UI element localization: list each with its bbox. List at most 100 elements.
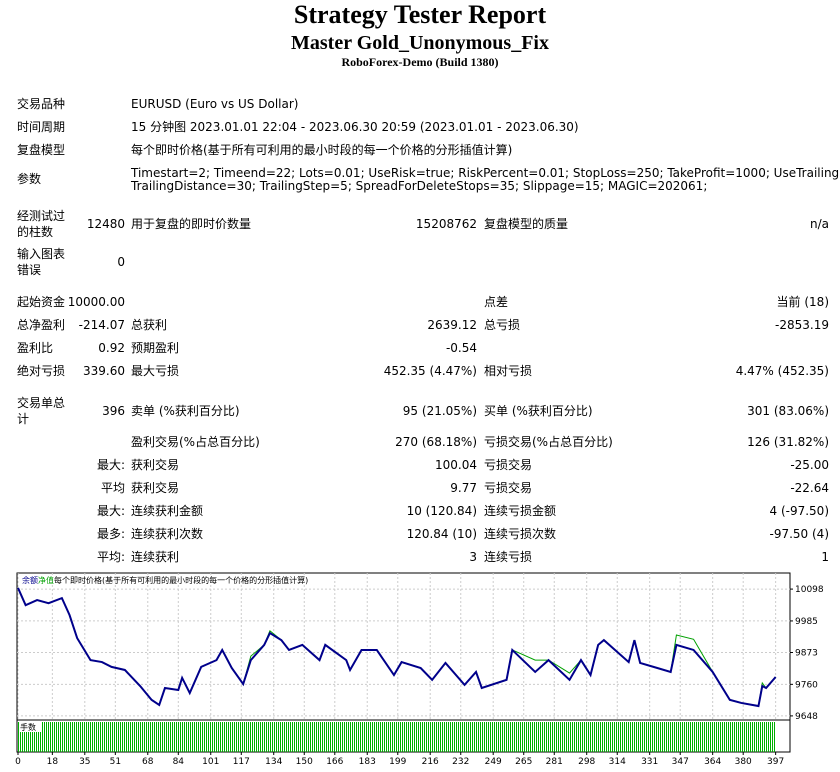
stat-value: n/a <box>809 217 829 231</box>
x-tick-label: 364 <box>704 757 721 767</box>
stat-value: 0 <box>117 255 125 269</box>
x-tick-label: 347 <box>672 757 689 767</box>
y-tick-label: 9648 <box>795 712 818 722</box>
param-label: 参数 <box>17 172 42 186</box>
stat-value: -97.50 (4) <box>769 527 830 541</box>
legend-entry: 余额 <box>22 575 38 585</box>
x-tick-label: 18 <box>47 757 59 767</box>
stat-label: 预期盈利 <box>131 341 180 355</box>
stat-label: 最大亏损 <box>131 364 180 378</box>
field-label: 时间周期 <box>17 120 66 134</box>
stat-value: 1 <box>821 550 829 564</box>
stat-value: -2853.19 <box>775 318 829 332</box>
stat-label: 获利交易 <box>131 481 180 495</box>
stat-label: 复盘模型的质量 <box>484 217 569 231</box>
stat-value: 最大: <box>96 504 125 518</box>
volume-bars <box>18 722 776 752</box>
x-tick-label: 281 <box>546 757 563 767</box>
stat-label: 卖单 (%获利百分比) <box>131 404 240 418</box>
field-value: EURUSD (Euro vs US Dollar) <box>131 97 299 111</box>
x-tick-label: 117 <box>233 757 250 767</box>
param-line: Timestart=2; Timeend=22; Lots=0.01; UseR… <box>131 166 840 180</box>
y-tick-label: 9873 <box>795 648 818 658</box>
stat-label: 连续获利金额 <box>131 504 204 518</box>
stat-value: 452.35 (4.47%) <box>383 364 477 378</box>
stat-label: 绝对亏损 <box>17 364 66 378</box>
stat-label: 连续亏损金额 <box>484 504 557 518</box>
x-tick-label: 84 <box>173 757 185 767</box>
stat-label: 连续获利 <box>131 550 180 564</box>
stat-label: 连续亏损 <box>484 550 533 564</box>
stat-value: 12480 <box>86 217 125 231</box>
x-tick-label: 216 <box>422 757 439 767</box>
stat-value: 95 (21.05%) <box>402 404 477 418</box>
stat-value: 0.92 <box>98 341 125 355</box>
stat-value: -0.54 <box>445 341 477 355</box>
x-tick-label: 380 <box>735 757 752 767</box>
stat-value: 100.04 <box>435 458 477 472</box>
legend-entry: 每个即时价格(基于所有可利用的最小时段的每一个价格的分形插值计算) <box>54 575 308 585</box>
stat-value: 平均 <box>100 481 125 495</box>
stat-label: 总获利 <box>131 318 168 332</box>
stat-label: 输入图表错误 <box>17 247 66 277</box>
x-tick-label: 134 <box>265 757 282 767</box>
stat-value: 2639.12 <box>427 318 477 332</box>
volume-label: 手数 <box>20 722 36 732</box>
volume-label-bg <box>19 722 41 732</box>
field-label: 交易品种 <box>17 97 66 111</box>
stat-value: 最多: <box>96 527 125 541</box>
x-tick-label: 51 <box>110 757 121 767</box>
legend-entry: 净值 <box>38 575 54 585</box>
x-tick-label: 68 <box>142 757 154 767</box>
x-tick-label: 232 <box>452 757 469 767</box>
x-tick-label: 249 <box>485 757 502 767</box>
stat-value: 15208762 <box>415 217 477 231</box>
stat-value: -22.64 <box>790 481 829 495</box>
x-tick-label: 35 <box>79 757 90 767</box>
stat-label: 总净盈利 <box>17 318 66 332</box>
stat-value: 301 (83.06%) <box>747 404 829 418</box>
stat-value: 4 (-97.50) <box>769 504 830 518</box>
x-tick-label: 331 <box>641 757 658 767</box>
stat-value: 10000.00 <box>67 295 125 309</box>
stat-label: 盈利交易(%占总百分比) <box>131 435 260 449</box>
field-label: 复盘模型 <box>17 143 66 157</box>
report-subtitle: Master Gold_Unonymous_Fix <box>291 32 549 54</box>
x-tick-label: 314 <box>609 757 626 767</box>
stat-label: 总亏损 <box>484 318 521 332</box>
y-tick-label: 9985 <box>795 617 818 627</box>
stat-value: 4.47% (452.35) <box>735 364 829 378</box>
stat-value: 9.77 <box>450 481 477 495</box>
chart: 0 18 35 51 68 84 101 117 134 150 166 183 199 216 232 24… <box>15 572 824 767</box>
stat-label: 相对亏损 <box>484 364 533 378</box>
stat-label: 连续亏损次数 <box>484 527 557 541</box>
legend: 余额净值每个即时价格(基于所有可利用的最小时段的每一个价格的分形插值计算) <box>22 575 308 585</box>
report-title: Strategy Tester Report <box>293 0 547 29</box>
stat-value: 3 <box>469 550 477 564</box>
field-value: 15 分钟图 2023.01.01 22:04 - 2023.06.30 20:… <box>131 120 579 134</box>
stat-label: 经测试过的柱数 <box>17 209 66 239</box>
y-tick-label: 10098 <box>795 585 824 595</box>
x-tick-label: 183 <box>359 757 376 767</box>
stat-value: 270 (68.18%) <box>395 435 477 449</box>
x-tick-label: 265 <box>515 757 532 767</box>
stat-value: 120.84 (10) <box>406 527 477 541</box>
stat-value: 339.60 <box>83 364 125 378</box>
stat-value: -214.07 <box>78 318 125 332</box>
x-tick-label: 150 <box>296 757 313 767</box>
build-info: RoboForex-Demo (Build 1380) <box>341 55 499 69</box>
stat-label: 盈利比 <box>17 341 54 355</box>
stat-value: 平均: <box>96 550 125 564</box>
x-tick-label: 166 <box>326 757 343 767</box>
stat-value: 当前 (18) <box>776 295 829 309</box>
x-tick-label: 101 <box>202 757 219 767</box>
stat-value: 最大: <box>96 458 125 472</box>
stat-value: 10 (120.84) <box>406 504 477 518</box>
param-line: TrailingDistance=30; TrailingStep=5; Spr… <box>131 179 708 193</box>
stat-value: 396 <box>102 404 125 418</box>
y-tick-label: 9760 <box>795 680 818 690</box>
x-tick-label: 298 <box>578 757 595 767</box>
stat-label: 获利交易 <box>131 458 180 472</box>
stat-label: 亏损交易(%占总百分比) <box>484 435 613 449</box>
